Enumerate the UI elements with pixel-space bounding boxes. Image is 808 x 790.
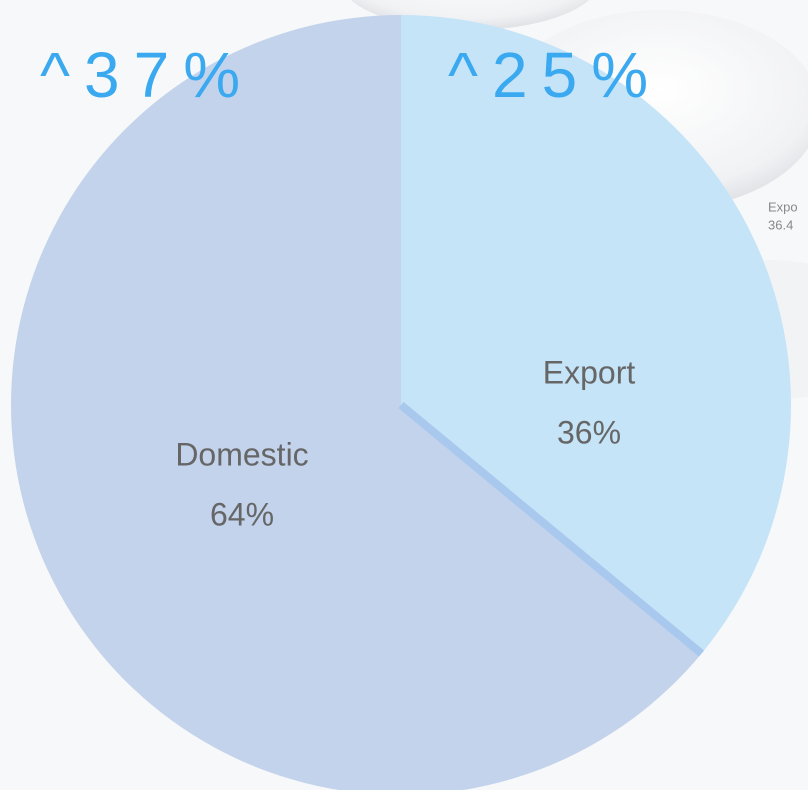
annotation: ^25% xyxy=(448,39,662,111)
annotation: ^37% xyxy=(40,39,254,111)
slice-value-label: 64% xyxy=(210,496,274,532)
pie: Export 36% Domestic 64% xyxy=(11,15,791,790)
side-label: 36.4 xyxy=(768,217,793,232)
slice-label: Domestic xyxy=(175,436,308,472)
slice-label: Export xyxy=(543,354,636,390)
side-label: Expo xyxy=(768,199,798,214)
chart: Export 36% Domestic 64% ^37% ^25% Expo 36.4 xyxy=(0,0,808,790)
slice-value-label: 36% xyxy=(557,414,621,450)
